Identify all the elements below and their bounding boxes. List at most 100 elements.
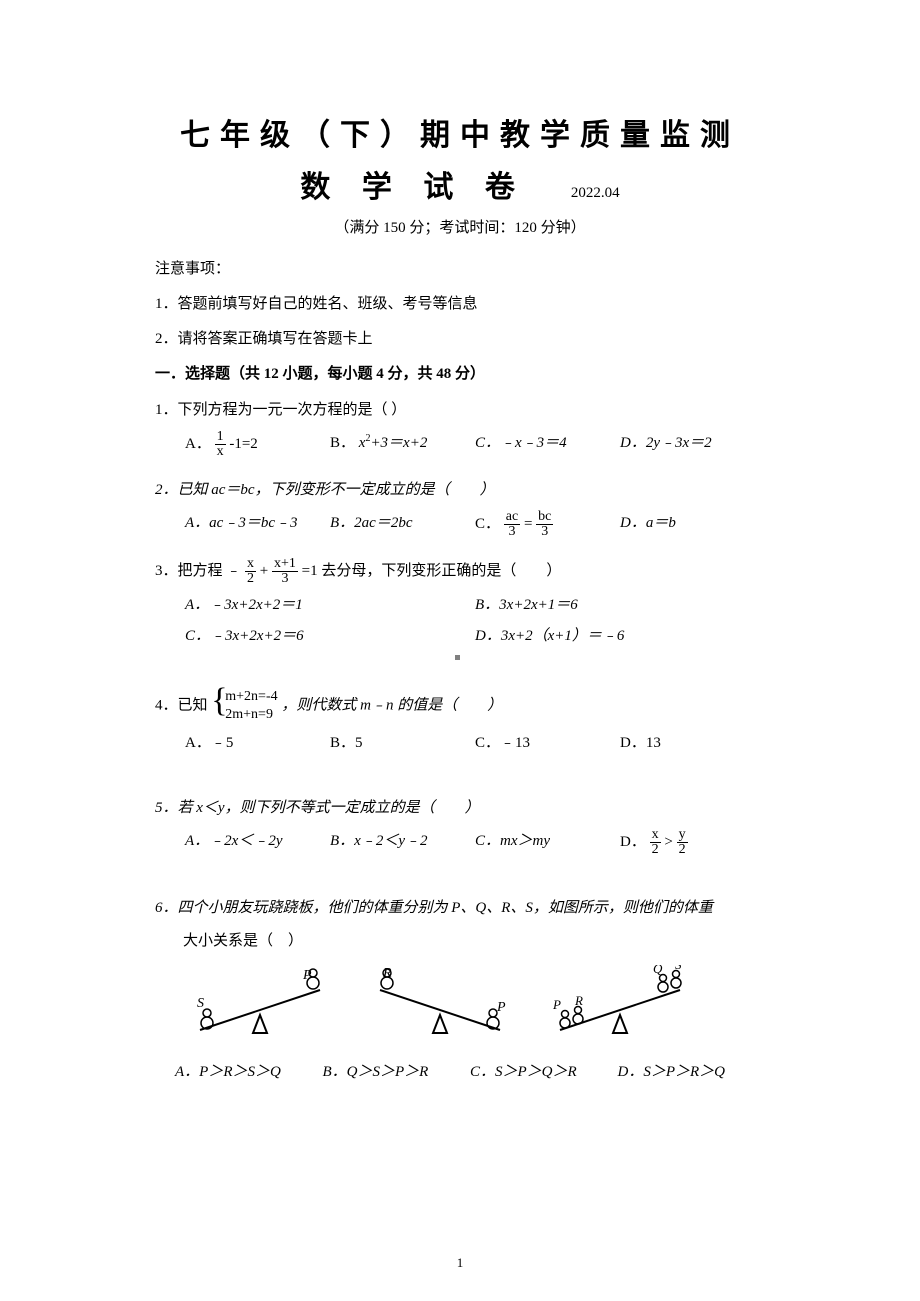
q2-c-r-den: 3 (536, 525, 553, 539)
question-4: 4．已知 m+2n=-4 2m+n=9 ，则代数式 m﹣n 的值是（ ） A．﹣… (155, 688, 765, 761)
q1-options: A． 1 x -1=2 B． x2+3＝x+2 C．﹣x﹣3＝4 D．2y﹣3x… (155, 430, 765, 463)
q1-d-text: D．2y﹣3x＝2 (620, 435, 712, 451)
question-2: 2．已知 ac＝bc，下列变形不一定成立的是（ ） A．ac﹣3＝bc﹣3 B．… (155, 477, 765, 543)
q2-c-frac-l: ac 3 (504, 510, 520, 539)
q3-option-c: C．﹣3x+2x+2＝6 (185, 623, 475, 650)
q5-d-frac-r: y 2 (677, 828, 688, 857)
q4-sys-row-1: m+2n=-4 (225, 688, 277, 706)
q4-system: m+2n=-4 2m+n=9 (211, 688, 277, 724)
q5-option-c: C．mx＞my (475, 828, 620, 857)
q4-prefix: 4．已知 (155, 698, 208, 714)
question-1: 1．下列方程为一元一次方程的是（ ） A． 1 x -1=2 B． x2+3＝x… (155, 397, 765, 463)
question-3: 3．把方程 ﹣ x 2 + x+1 3 =1 去分母，下列变形正确的是（ ） A… (155, 557, 765, 654)
q1-option-a: A． 1 x -1=2 (185, 430, 330, 459)
q5-option-d: D． x 2 > y 2 (620, 828, 765, 857)
q1-option-b: B． x2+3＝x+2 (330, 430, 475, 459)
q1-a-frac-num: 1 (215, 430, 226, 445)
q6-option-c: C．S＞P＞Q＞R (470, 1059, 618, 1086)
q1-option-c: C．﹣x﹣3＝4 (475, 430, 620, 459)
q5-option-b: B．x﹣2＜y﹣2 (330, 828, 475, 857)
q3-prefix: 3．把方程 ﹣ (155, 563, 241, 579)
q2-c-eq: = (524, 516, 532, 532)
section-1-heading: 一．选择题（共 12 小题，每小题 4 分，共 48 分） (155, 362, 765, 383)
title-line-1: 七年级（下）期中教学质量监测 (155, 110, 765, 154)
q5-d-label: D． (620, 834, 646, 850)
q2-option-c: C． ac 3 = bc 3 (475, 510, 620, 539)
q6-options: A．P＞R＞S＞Q B．Q＞S＞P＞R C．S＞P＞Q＞R D．S＞P＞R＞Q (155, 1059, 765, 1090)
q5-d-l-den: 2 (650, 843, 661, 857)
q3-f1-den: 2 (245, 572, 256, 586)
q2-c-r-num: bc (536, 510, 553, 525)
q6-option-b: B．Q＞S＞P＞R (323, 1059, 471, 1086)
q4-option-c: C．﹣13 (475, 730, 620, 757)
seesaw3-label-p: P (552, 997, 561, 1012)
q5-d-r-den: 2 (677, 843, 688, 857)
q1-a-frac-den: x (215, 445, 226, 459)
seesaw1-label-s: S (197, 996, 204, 1011)
seesaw3-label-q: Q (653, 965, 663, 976)
q1-b-post: +3＝x+2 (370, 435, 427, 451)
q1-stem: 1．下列方程为一元一次方程的是（ ） (155, 397, 765, 424)
seesaw-2-icon: R P (365, 965, 515, 1045)
notice-item-1: 1．答题前填写好自己的姓名、班级、考号等信息 (155, 292, 765, 313)
q2-option-a: A．ac﹣3＝bc﹣3 (185, 510, 330, 539)
q4-option-d: D．13 (620, 730, 765, 757)
q1-b-label: B． (330, 435, 355, 451)
q3-option-a: A．﹣3x+2x+2＝1 (185, 592, 475, 619)
seesaw2-label-r: R (382, 966, 392, 981)
seesaw-1-icon: S P (185, 965, 335, 1045)
q5-stem: 5．若 x＜y，则下列不等式一定成立的是（ ） (155, 795, 765, 822)
notice-heading: 注意事项： (155, 257, 765, 278)
seesaw3-label-s: S (675, 965, 682, 972)
q3-stem: 3．把方程 ﹣ x 2 + x+1 3 =1 去分母，下列变形正确的是（ ） (155, 557, 765, 586)
q3-plus: + (260, 563, 272, 579)
question-6: 6．四个小朋友玩跷跷板，他们的体重分别为 P、Q、R、S，如图所示，则他们的体重… (155, 895, 765, 1090)
center-dot-icon (455, 655, 460, 660)
q1-stem-prefix: 1．下列方程为一元一次方程的是（ (155, 402, 388, 418)
q3-suffix: =1 去分母，下列变形正确的是（ ） (302, 563, 562, 579)
q3-f2-num: x+1 (272, 557, 298, 572)
seesaw-3-icon: P R Q S (545, 965, 695, 1045)
q6-option-d: D．S＞P＞R＞Q (618, 1059, 766, 1086)
q3-frac-2: x+1 3 (272, 557, 298, 586)
q5-option-a: A．﹣2x＜﹣2y (185, 828, 330, 857)
q3-option-b: B．3x+2x+1＝6 (475, 592, 765, 619)
title-row-2: 数 学 试 卷 2022.04 (155, 162, 765, 206)
seesaw2-label-p: P (496, 1000, 506, 1015)
q2-option-d: D．a＝b (620, 510, 765, 539)
q5-options: A．﹣2x＜﹣2y B．x﹣2＜y﹣2 C．mx＞my D． x 2 > y 2 (155, 828, 765, 861)
exam-page: 七年级（下）期中教学质量监测 数 学 试 卷 2022.04 （满分 150 分… (0, 0, 920, 1301)
question-5: 5．若 x＜y，则下列不等式一定成立的是（ ） A．﹣2x＜﹣2y B．x﹣2＜… (155, 795, 765, 861)
q3-f2-den: 3 (272, 572, 298, 586)
seesaw3-label-r: R (574, 993, 583, 1008)
q5-d-l-num: x (650, 828, 661, 843)
q6-figure-row: S P R P (155, 965, 765, 1045)
q1-option-d: D．2y﹣3x＝2 (620, 430, 765, 459)
q5-d-gt: > (664, 834, 672, 850)
q3-option-d: D．3x+2（x+1）＝﹣6 (475, 623, 765, 650)
q4-option-a: A．﹣5 (185, 730, 330, 757)
q6-stem-line-2: 大小关系是（ ） (155, 928, 765, 955)
q2-c-l-num: ac (504, 510, 520, 525)
q5-d-r-num: y (677, 828, 688, 843)
q6-option-a: A．P＞R＞S＞Q (175, 1059, 323, 1086)
q1-a-label: A． (185, 436, 211, 452)
q6-stem-line-1: 6．四个小朋友玩跷跷板，他们的体重分别为 P、Q、R、S，如图所示，则他们的体重 (155, 895, 765, 922)
q2-stem: 2．已知 ac＝bc，下列变形不一定成立的是（ ） (155, 477, 765, 504)
q2-c-label: C． (475, 516, 500, 532)
q4-option-b: B．5 (330, 730, 475, 757)
q1-a-tail: -1=2 (229, 436, 257, 452)
q2-options: A．ac﹣3＝bc﹣3 B．2ac＝2bc C． ac 3 = bc 3 D．a… (155, 510, 765, 543)
exam-date: 2022.04 (571, 185, 620, 201)
seesaw1-label-p: P (302, 968, 312, 983)
q5-d-frac-l: x 2 (650, 828, 661, 857)
q2-c-frac-r: bc 3 (536, 510, 553, 539)
q2-c-l-den: 3 (504, 525, 520, 539)
q3-f1-num: x (245, 557, 256, 572)
notice-item-2: 2．请将答案正确填写在答题卡上 (155, 327, 765, 348)
q2-option-b: B．2ac＝2bc (330, 510, 475, 539)
exam-info: （满分 150 分；考试时间：120 分钟） (155, 216, 765, 237)
page-number: 1 (0, 1255, 920, 1271)
title-line-2: 数 学 试 卷 (300, 171, 527, 204)
q1-c-text: C．﹣x﹣3＝4 (475, 435, 567, 451)
